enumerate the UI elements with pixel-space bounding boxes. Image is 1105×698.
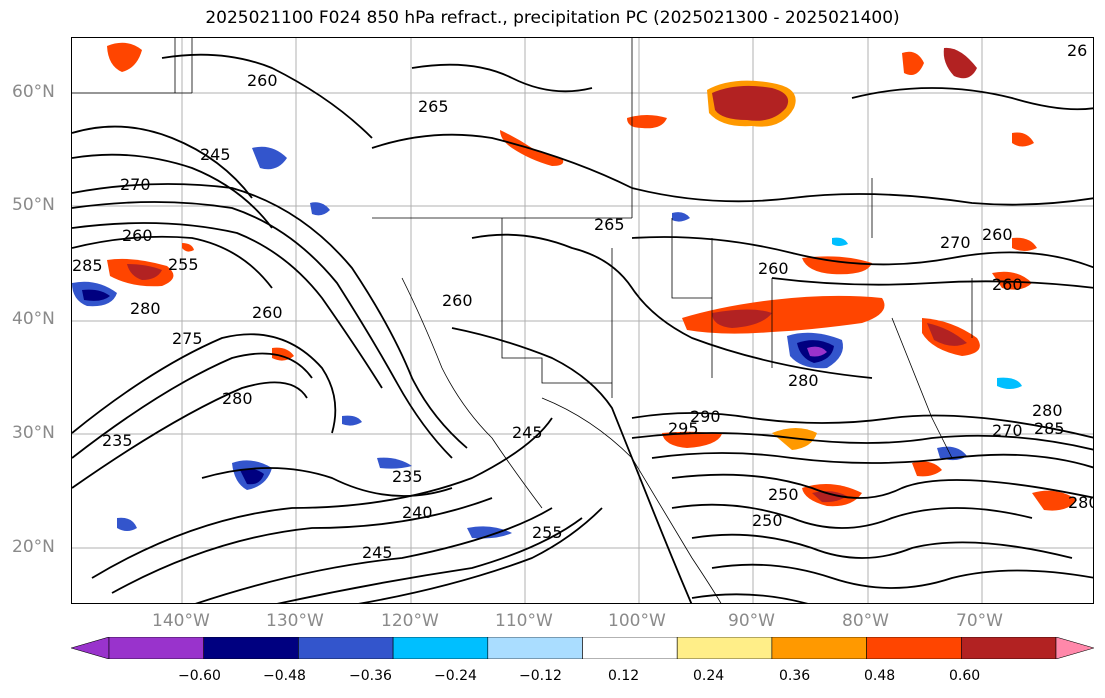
colorbar-tick: −0.60 (178, 668, 221, 684)
lon-label-140w: 140°W (152, 611, 210, 631)
contour-label: 250 (768, 485, 799, 504)
contour-label: 280 (222, 389, 253, 408)
colorbar-tick: −0.48 (263, 668, 306, 684)
contour-label: 260 (122, 226, 153, 245)
contour-label: 275 (172, 329, 203, 348)
lon-label-110w: 110°W (495, 611, 553, 631)
map-title: 2025021100 F024 850 hPa refract., precip… (205, 8, 900, 28)
colorbar-tick: 0.12 (608, 668, 640, 684)
colorbar-tick: 0.48 (864, 668, 896, 684)
contour-label: 235 (392, 467, 423, 486)
contour-label: 270 (940, 233, 971, 252)
contour-label: 280 (1032, 401, 1063, 420)
contour-label: 260 (992, 275, 1023, 294)
colorbar (71, 637, 1094, 659)
colorbar-bin (203, 637, 299, 659)
contour-label: 255 (532, 523, 563, 542)
contour-label: 250 (752, 511, 783, 530)
contour-label: 255 (168, 255, 199, 274)
contour-label: 280 (788, 371, 819, 390)
lon-label-70w: 70°W (956, 611, 1003, 631)
colorbar-under-extension (71, 637, 110, 659)
contour-label: 270 (992, 421, 1023, 440)
colorbar-bin (298, 637, 394, 659)
contour-label: 26 (1067, 41, 1087, 60)
contour-label: 260 (247, 71, 278, 90)
lon-label-90w: 90°W (728, 611, 775, 631)
colorbar-tick: 0.24 (693, 668, 725, 684)
colorbar-bin (487, 637, 583, 659)
contour-label: 280 (130, 299, 161, 318)
map-canvas: 2652452702602552852802752802352402452602… (72, 38, 1094, 603)
contour-label: 260 (982, 225, 1013, 244)
contour-label: 285 (1034, 419, 1065, 438)
colorbar-bin (676, 637, 773, 659)
contour-label: 260 (758, 259, 789, 278)
colorbar-bin (582, 637, 678, 659)
lon-label-100w: 100°W (608, 611, 666, 631)
colorbar-over-extension (1055, 637, 1094, 659)
lat-label-20n: 20°N (12, 537, 55, 557)
contour-label: 245 (200, 145, 231, 164)
lat-label-40n: 40°N (12, 309, 55, 329)
colorbar-bin (866, 637, 962, 659)
refractivity-contours (72, 53, 1093, 603)
contour-label: 245 (512, 423, 543, 442)
lon-label-120w: 120°W (381, 611, 439, 631)
map-panel: 265 245 270 260 255 285 280 275 280 235 240 245 260 2… (71, 37, 1094, 604)
colorbar-bin (392, 637, 489, 659)
colorbar-bin (108, 637, 204, 659)
boundaries (72, 38, 973, 603)
colorbar-tick: −0.12 (519, 668, 562, 684)
contour-label: 295 (668, 419, 699, 438)
contour-label: 280 (1068, 493, 1094, 512)
contour-label-group: 2652452702602552852802752802352402452602… (72, 41, 1094, 562)
contour-label: 290 (690, 407, 721, 426)
precip-shading (72, 42, 1077, 539)
lon-label-130w: 130°W (266, 611, 324, 631)
lat-label-50n: 50°N (12, 195, 55, 215)
graticule (72, 38, 1093, 603)
colorbar-tick: 0.60 (949, 668, 981, 684)
colorbar-tick: −0.36 (349, 668, 392, 684)
contour-label: 285 (72, 256, 103, 275)
colorbar-tick: 0.36 (779, 668, 811, 684)
contour-label: 270 (120, 175, 151, 194)
contour-label: 265 (594, 215, 625, 234)
colorbar-bin (771, 637, 867, 659)
contour-label: 260 (252, 303, 283, 322)
colorbar-bin (960, 637, 1057, 659)
lon-label-80w: 80°W (842, 611, 889, 631)
contour-label: 235 (102, 431, 133, 450)
lat-label-60n: 60°N (12, 82, 55, 102)
contour-label: 260 (442, 291, 473, 310)
lat-label-30n: 30°N (12, 423, 55, 443)
contour-label: 265 (418, 97, 449, 116)
contour-label: 245 (362, 543, 393, 562)
contour-label: 240 (402, 503, 433, 522)
colorbar-tick: −0.24 (434, 668, 477, 684)
